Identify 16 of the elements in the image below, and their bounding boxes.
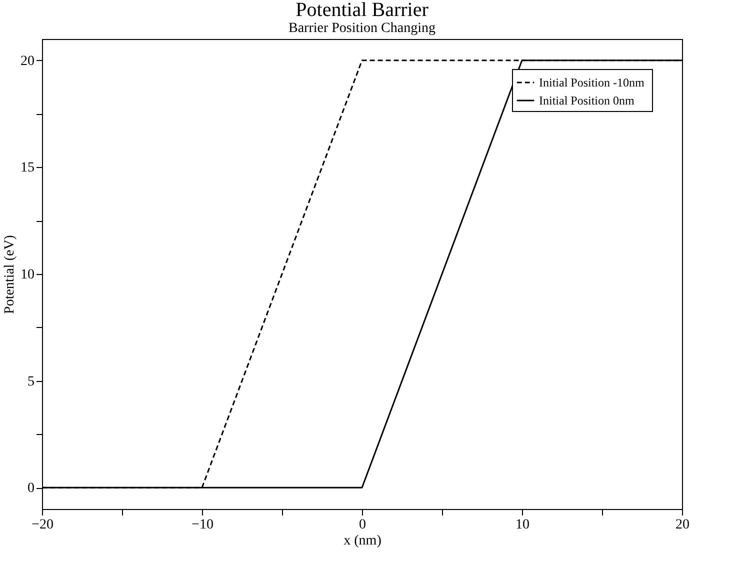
- legend-label: Initial Position -10nm: [539, 76, 645, 90]
- x-tick-label: −20: [32, 518, 54, 532]
- y-tick-label: 20: [20, 54, 34, 69]
- x-tick-label: −10: [192, 518, 214, 532]
- y-tick-label: 5: [28, 374, 34, 390]
- y-tick-label: 0: [28, 481, 34, 496]
- x-tick-label: 0: [359, 518, 366, 532]
- chart-title: Potential Barrier: [296, 0, 429, 21]
- legend-label: Initial Position 0nm: [539, 94, 636, 108]
- y-tick-label: 15: [20, 160, 34, 176]
- x-tick-label: 20: [676, 518, 690, 532]
- y-tick-label: 10: [20, 268, 34, 282]
- x-axis-title: x (nm): [344, 534, 382, 548]
- x-tick-label: 10: [516, 518, 530, 532]
- y-axis-title: Potential (eV): [2, 234, 18, 314]
- chart-subtitle: Barrier Position Changing: [288, 21, 436, 36]
